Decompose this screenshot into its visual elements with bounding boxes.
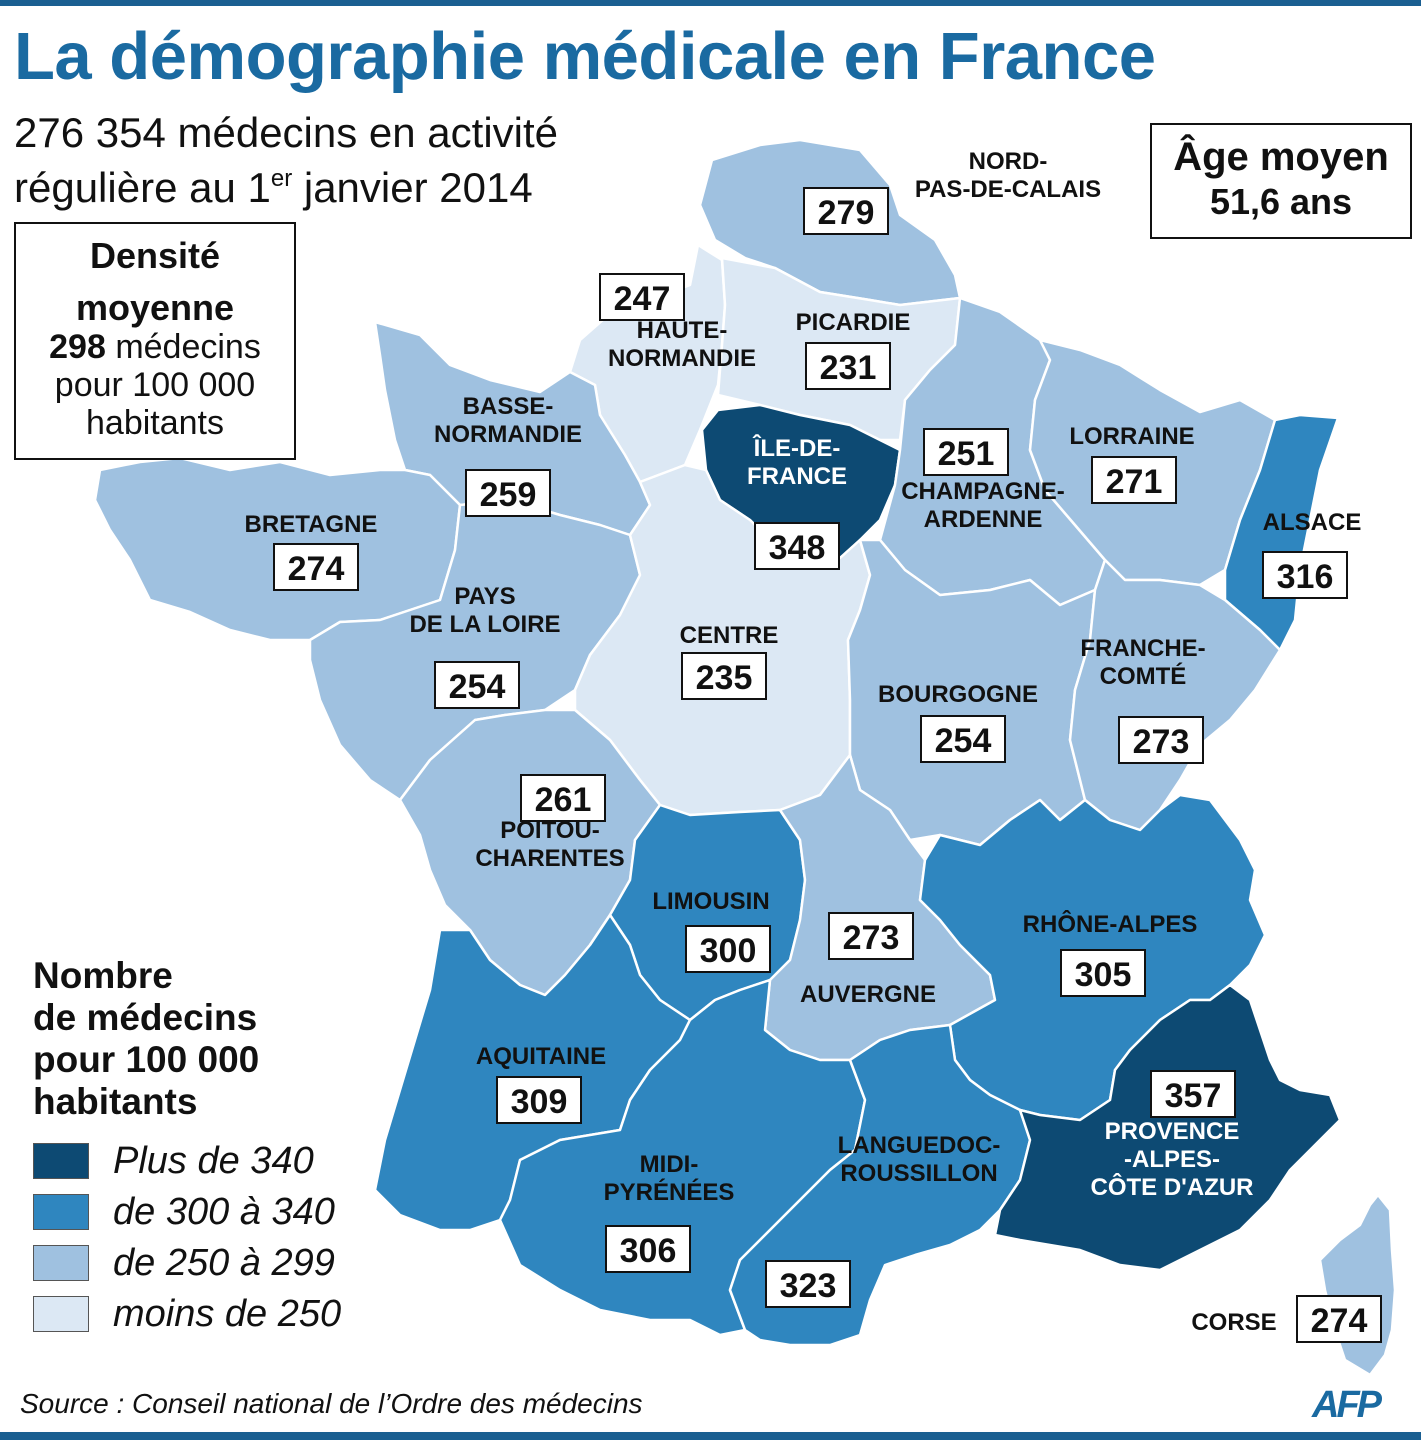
density-box: Densité moyenne 298 médecins pour 100 00…: [14, 222, 296, 460]
region-value-languedoc-roussillon: 323: [766, 1261, 850, 1307]
value-text: 274: [1311, 1302, 1368, 1340]
region-value-centre: 235: [682, 653, 766, 699]
region-label-aquitaine: AQUITAINE: [476, 1043, 606, 1070]
region-label-bourgogne: BOURGOGNE: [878, 681, 1038, 708]
region-label-lorraine: LORRAINE: [1069, 423, 1194, 450]
region-label-corse: CORSE: [1191, 1309, 1276, 1336]
density-value-suffix: médecins: [106, 328, 261, 366]
value-text: 279: [818, 194, 875, 232]
region-label-nord-pas-de-calais: NORD-PAS-DE-CALAIS: [915, 148, 1101, 203]
age-heading: Âge moyen: [1152, 133, 1410, 181]
density-heading-2: moyenne: [16, 288, 294, 328]
region-value-basse-normandie: 259: [466, 470, 550, 516]
value-text: 261: [535, 781, 592, 819]
region-value-bourgogne: 254: [921, 716, 1005, 762]
region-label-rhone-alpes: RHÔNE-ALPES: [1023, 910, 1198, 938]
region-label-bretagne: BRETAGNE: [245, 511, 378, 538]
value-text: 357: [1165, 1077, 1222, 1115]
legend-title: Nombre de médecins pour 100 000 habitant…: [33, 955, 259, 1123]
region-label-picardie: PICARDIE: [796, 309, 911, 336]
legend-swatch: [33, 1296, 89, 1332]
value-text: 316: [1277, 558, 1334, 596]
region-label-champagne-ardenne: CHAMPAGNE-ARDENNE: [901, 478, 1065, 533]
region-value-bretagne: 274: [274, 544, 358, 590]
region-value-haute-normandie: 247: [600, 274, 684, 320]
value-text: 274: [288, 550, 345, 588]
region-value-alsace: 316: [1263, 552, 1347, 598]
legend-swatch: [33, 1143, 89, 1179]
region-value-picardie: 231: [806, 343, 890, 389]
legend-title-line: habitants: [33, 1081, 259, 1123]
value-text: 254: [935, 722, 992, 760]
region-value-corse: 274: [1297, 1296, 1381, 1342]
region-value-aquitaine: 309: [497, 1077, 581, 1123]
region-label-alsace: ALSACE: [1263, 509, 1362, 536]
value-text: 231: [820, 349, 877, 387]
legend-title-line: pour 100 000: [33, 1039, 259, 1081]
density-value-line: 298 médecins: [16, 328, 294, 366]
value-text: 259: [480, 476, 537, 514]
region-value-provence-alpes-cote-d-azur: 357: [1151, 1071, 1235, 1117]
density-value: 298: [49, 328, 106, 366]
bottom-rule: [0, 1432, 1421, 1440]
legend-label: de 250 à 299: [113, 1242, 335, 1285]
region-value-rhone-alpes: 305: [1061, 950, 1145, 996]
region-value-auvergne: 273: [829, 913, 913, 959]
legend-swatch: [33, 1245, 89, 1281]
value-text: 247: [614, 280, 671, 318]
region-value-champagne-ardenne: 251: [924, 429, 1008, 475]
legend-swatch: [33, 1194, 89, 1230]
region-label-limousin: LIMOUSIN: [652, 888, 769, 915]
legend-label: Plus de 340: [113, 1140, 314, 1183]
region-value-poitou-charentes: 261: [521, 775, 605, 821]
density-line-4: habitants: [16, 404, 294, 442]
region-shape-corse: [1320, 1195, 1395, 1375]
age-value: 51,6 ans: [1152, 181, 1410, 223]
legend-title-line: Nombre: [33, 955, 259, 997]
region-value-franche-comte: 273: [1119, 717, 1203, 763]
value-text: 305: [1075, 956, 1132, 994]
legend-label: de 300 à 340: [113, 1191, 335, 1234]
value-text: 273: [1133, 723, 1190, 761]
value-text: 235: [696, 659, 753, 697]
region-label-centre: CENTRE: [680, 622, 779, 649]
source-credit: Source : Conseil national de l’Ordre des…: [20, 1388, 643, 1420]
region-value-limousin: 300: [686, 926, 770, 972]
density-line-3: pour 100 000: [16, 366, 294, 404]
value-text: 323: [780, 1267, 837, 1305]
age-box: Âge moyen 51,6 ans: [1150, 123, 1412, 239]
value-text: 306: [620, 1232, 677, 1270]
afp-logo: AFP: [1312, 1384, 1379, 1427]
region-value-midi-pyrenees: 306: [606, 1226, 690, 1272]
legend-label: moins de 250: [113, 1293, 341, 1336]
region-value-pays-de-la-loire: 254: [435, 662, 519, 708]
region-label-languedoc-roussillon: LANGUEDOC-ROUSSILLON: [838, 1132, 1001, 1187]
value-text: 309: [511, 1083, 568, 1121]
legend-title-line: de médecins: [33, 997, 259, 1039]
value-text: 273: [843, 919, 900, 957]
region-value-nord-pas-de-calais: 279: [804, 188, 888, 234]
value-text: 271: [1106, 463, 1163, 501]
region-value-ile-de-france: 348: [755, 523, 839, 569]
region-label-auvergne: AUVERGNE: [800, 981, 936, 1008]
region-value-lorraine: 271: [1092, 457, 1176, 503]
value-text: 300: [700, 932, 757, 970]
value-text: 348: [769, 529, 826, 567]
value-text: 254: [449, 668, 506, 706]
value-text: 251: [938, 435, 995, 473]
density-heading-1: Densité: [16, 236, 294, 276]
